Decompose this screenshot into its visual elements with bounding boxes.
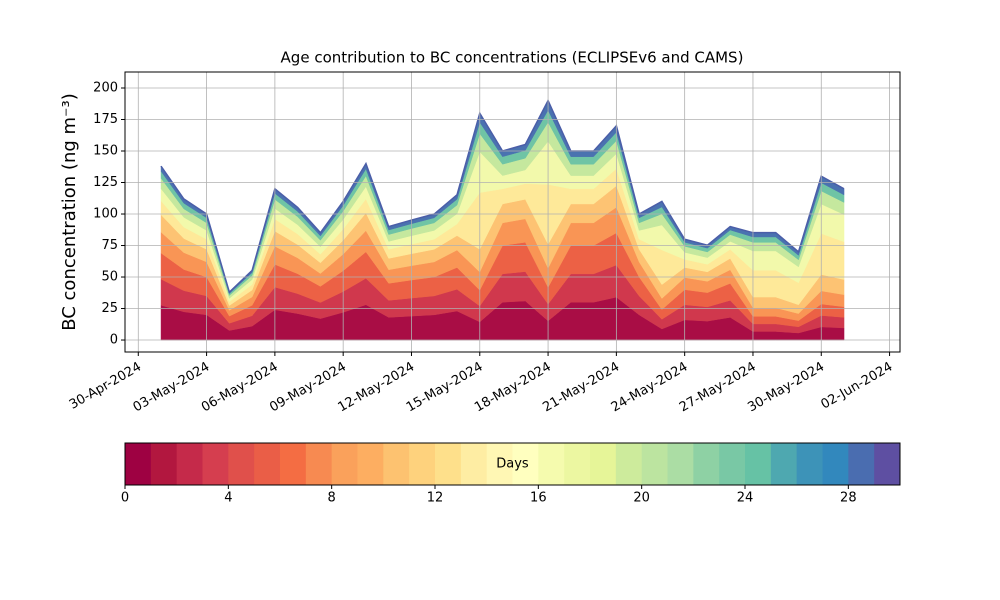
colorbar-cell	[848, 443, 875, 485]
colorbar-tick-label: 12	[427, 491, 444, 506]
x-tick-label: 21-May-2024	[540, 360, 622, 416]
x-tick-label: 09-May-2024	[267, 360, 349, 416]
x-tick-label: 06-May-2024	[199, 360, 281, 416]
y-tick-label: 100	[93, 207, 118, 222]
y-tick-label: 0	[110, 333, 118, 348]
x-tick-label: 27-May-2024	[677, 360, 759, 416]
colorbar-frame	[124, 442, 901, 486]
colorbar-tick-label: 8	[328, 491, 336, 506]
x-tick-label: 30-May-2024	[745, 360, 827, 416]
colorbar-cell	[435, 443, 462, 485]
colorbar-cell	[383, 443, 410, 485]
y-axis-label: BC concentration (ng m⁻³)	[59, 93, 80, 331]
colorbar-cell	[538, 443, 565, 485]
colorbar-cell	[512, 443, 539, 485]
colorbar-cell	[796, 443, 823, 485]
y-tick-label: 75	[101, 238, 118, 253]
colorbar-cell	[745, 443, 772, 485]
colorbar-tick-label: 28	[840, 491, 857, 506]
x-tick-label: 15-May-2024	[404, 360, 486, 416]
colorbar-cell	[357, 443, 384, 485]
colorbar-cell	[822, 443, 849, 485]
colorbar-cell	[176, 443, 203, 485]
colorbar-cell	[693, 443, 720, 485]
colorbar-cell	[590, 443, 617, 485]
colorbar-cell	[615, 443, 643, 485]
colorbar-cell	[719, 443, 746, 485]
colorbar-cell	[667, 443, 694, 485]
colorbar-cell	[486, 443, 513, 485]
colorbar-tick-label: 24	[737, 491, 754, 506]
colorbar-cell	[254, 443, 281, 485]
chart-title: Age contribution to BC concentrations (E…	[281, 49, 744, 67]
colorbar-label: Days	[496, 457, 529, 472]
colorbar-cell	[202, 443, 229, 485]
colorbar-cell	[770, 443, 798, 485]
x-tick-label: 12-May-2024	[336, 360, 418, 416]
y-tick-label: 25	[101, 301, 118, 316]
x-tick-label: 02-Jun-2024	[818, 360, 895, 413]
colorbar-cell	[280, 443, 307, 485]
x-tick-label: 24-May-2024	[609, 360, 691, 416]
colorbar-tick-label: 20	[633, 491, 650, 506]
colorbar-tick-label: 4	[224, 491, 232, 506]
colorbar-cell	[641, 443, 668, 485]
colorbar-tick-label: 16	[530, 491, 547, 506]
colorbar-cell	[564, 443, 591, 485]
x-tick-label: 03-May-2024	[131, 360, 213, 416]
colorbar-cell	[460, 443, 488, 485]
colorbar-cell	[228, 443, 255, 485]
colorbar-cell	[305, 443, 333, 485]
y-tick-label: 150	[93, 144, 118, 159]
y-tick-label: 50	[101, 270, 118, 285]
y-tick-label: 125	[93, 175, 118, 190]
colorbar-cell	[409, 443, 436, 485]
plot-frame	[124, 71, 901, 353]
colorbar-cell	[125, 443, 152, 485]
colorbar-cell	[331, 443, 358, 485]
colorbar-tick-label: 0	[121, 491, 129, 506]
x-tick-label: 18-May-2024	[472, 360, 554, 416]
colorbar-cell	[874, 443, 901, 485]
colorbar-cell	[150, 443, 178, 485]
y-tick-label: 175	[93, 112, 118, 127]
y-tick-label: 200	[93, 81, 118, 96]
